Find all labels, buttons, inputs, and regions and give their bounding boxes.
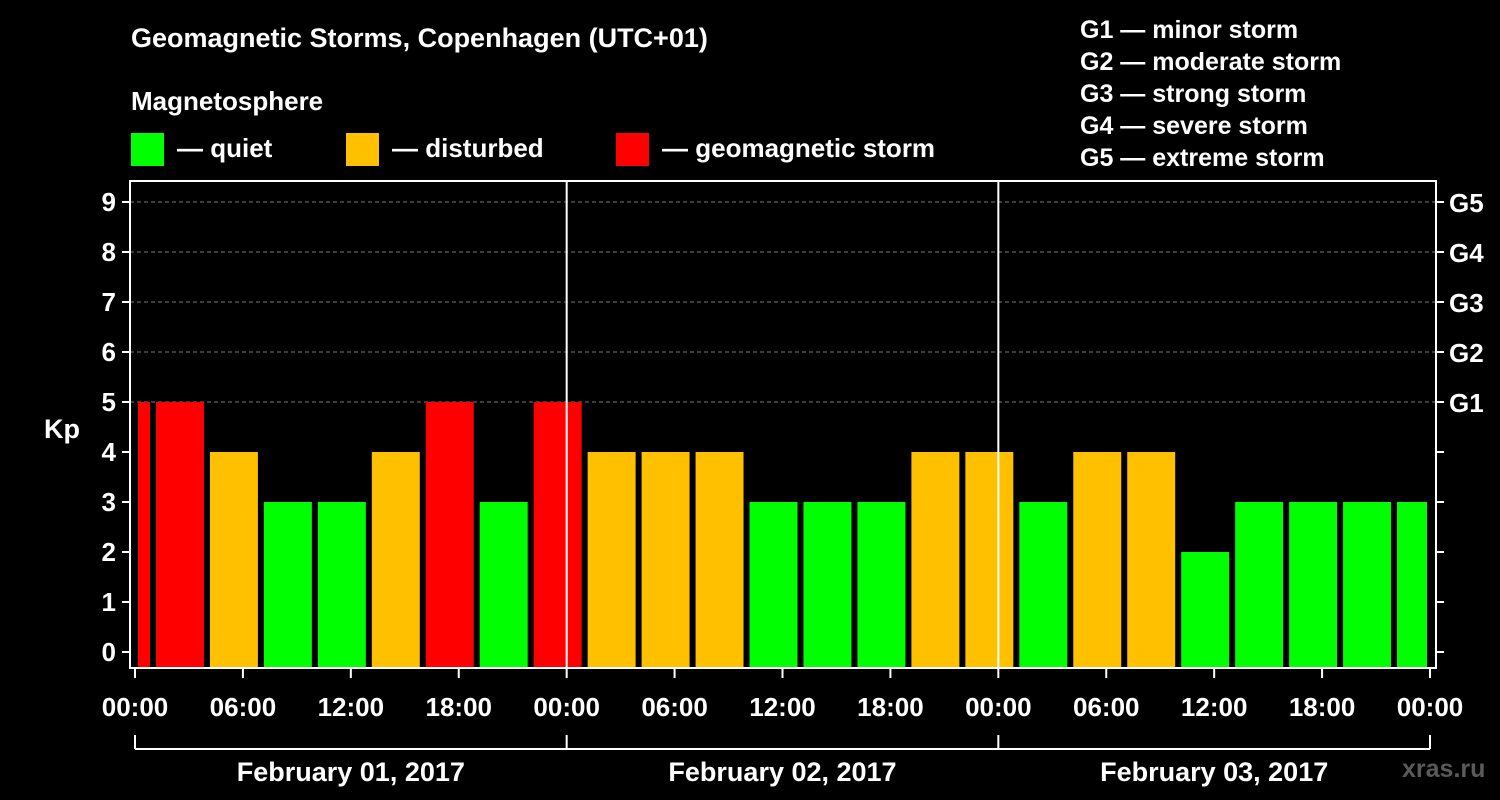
y-tick-label-8: 8 [102, 237, 116, 267]
bar-2 [209, 452, 258, 668]
bar-8 [533, 402, 582, 668]
storm-level-g5: G5 — extreme storm [1080, 144, 1325, 172]
bar-20 [1181, 552, 1230, 668]
y-tick-label-1: 1 [102, 587, 116, 617]
bar-22 [1289, 502, 1338, 668]
legend-swatch-disturbed [346, 133, 379, 166]
bar-6 [425, 402, 474, 668]
x-tick-label-7: 18:00 [857, 692, 924, 722]
y-tick-label-9: 9 [102, 187, 116, 217]
bar-0 [138, 402, 150, 668]
right-axis-label-g1: G1 [1449, 388, 1484, 418]
day-label-2: February 02, 2017 [668, 757, 896, 787]
y-tick-label-5: 5 [102, 387, 116, 417]
chart-title: Geomagnetic Storms, Copenhagen (UTC+01) [131, 23, 708, 53]
bar-14 [857, 502, 906, 668]
storm-level-list: G1 — minor storm G2 — moderate storm G3 … [1080, 14, 1341, 174]
bar-9 [587, 452, 636, 668]
bar-11 [695, 452, 744, 668]
x-tick-label-5: 06:00 [641, 692, 708, 722]
x-tick-label-6: 12:00 [749, 692, 816, 722]
right-axis-label-g4: G4 [1449, 238, 1484, 268]
x-tick-label-1: 06:00 [210, 692, 277, 722]
x-tick-label-4: 00:00 [533, 692, 600, 722]
bar-4 [317, 502, 366, 668]
legend-swatch-quiet [131, 133, 164, 166]
bar-13 [803, 502, 852, 668]
legend-label-quiet: — quiet [177, 133, 273, 163]
bar-23 [1343, 502, 1392, 668]
x-tick-label-10: 12:00 [1181, 692, 1248, 722]
chart-subtitle: Magnetosphere [131, 86, 324, 116]
y-tick-label-3: 3 [102, 487, 116, 517]
bar-17 [1019, 502, 1068, 668]
bar-1 [155, 402, 204, 668]
x-tick-label-0: 00:00 [102, 692, 169, 722]
y-tick-label-2: 2 [102, 537, 116, 567]
x-tick-label-9: 06:00 [1073, 692, 1140, 722]
right-axis-label-g3: G3 [1449, 288, 1484, 318]
bar-24 [1397, 502, 1427, 668]
storm-level-g1: G1 — minor storm [1080, 16, 1299, 44]
bar-19 [1127, 452, 1176, 668]
day-label-3: February 03, 2017 [1100, 757, 1328, 787]
storm-level-g3: G3 — strong storm [1080, 80, 1307, 108]
day-label-1: February 01, 2017 [237, 757, 465, 787]
bar-15 [911, 452, 960, 668]
x-tick-label-12: 00:00 [1397, 692, 1464, 722]
x-tick-label-8: 00:00 [965, 692, 1032, 722]
right-axis-label-g5: G5 [1449, 188, 1484, 218]
bar-18 [1073, 452, 1122, 668]
y-tick-label-4: 4 [102, 437, 117, 467]
bar-21 [1235, 502, 1284, 668]
y-tick-label-0: 0 [102, 637, 116, 667]
bar-5 [371, 452, 420, 668]
watermark: xras.ru [1402, 755, 1486, 783]
bar-7 [479, 502, 528, 668]
y-axis-label: Kp [44, 414, 80, 444]
storm-level-g2: G2 — moderate storm [1080, 48, 1342, 76]
bar-12 [749, 502, 798, 668]
bar-10 [641, 452, 690, 668]
storm-level-g4: G4 — severe storm [1080, 112, 1308, 140]
right-axis-label-g2: G2 [1449, 338, 1484, 368]
legend-label-storm: — geomagnetic storm [662, 133, 936, 163]
legend-swatch-storm [616, 133, 649, 166]
x-tick-label-3: 18:00 [426, 692, 493, 722]
x-tick-label-2: 12:00 [318, 692, 385, 722]
x-tick-label-11: 18:00 [1289, 692, 1356, 722]
y-tick-label-7: 7 [102, 287, 116, 317]
bar-3 [263, 502, 312, 668]
legend-label-disturbed: — disturbed [392, 133, 544, 163]
bar-16 [965, 452, 1014, 668]
y-tick-label-6: 6 [102, 337, 116, 367]
